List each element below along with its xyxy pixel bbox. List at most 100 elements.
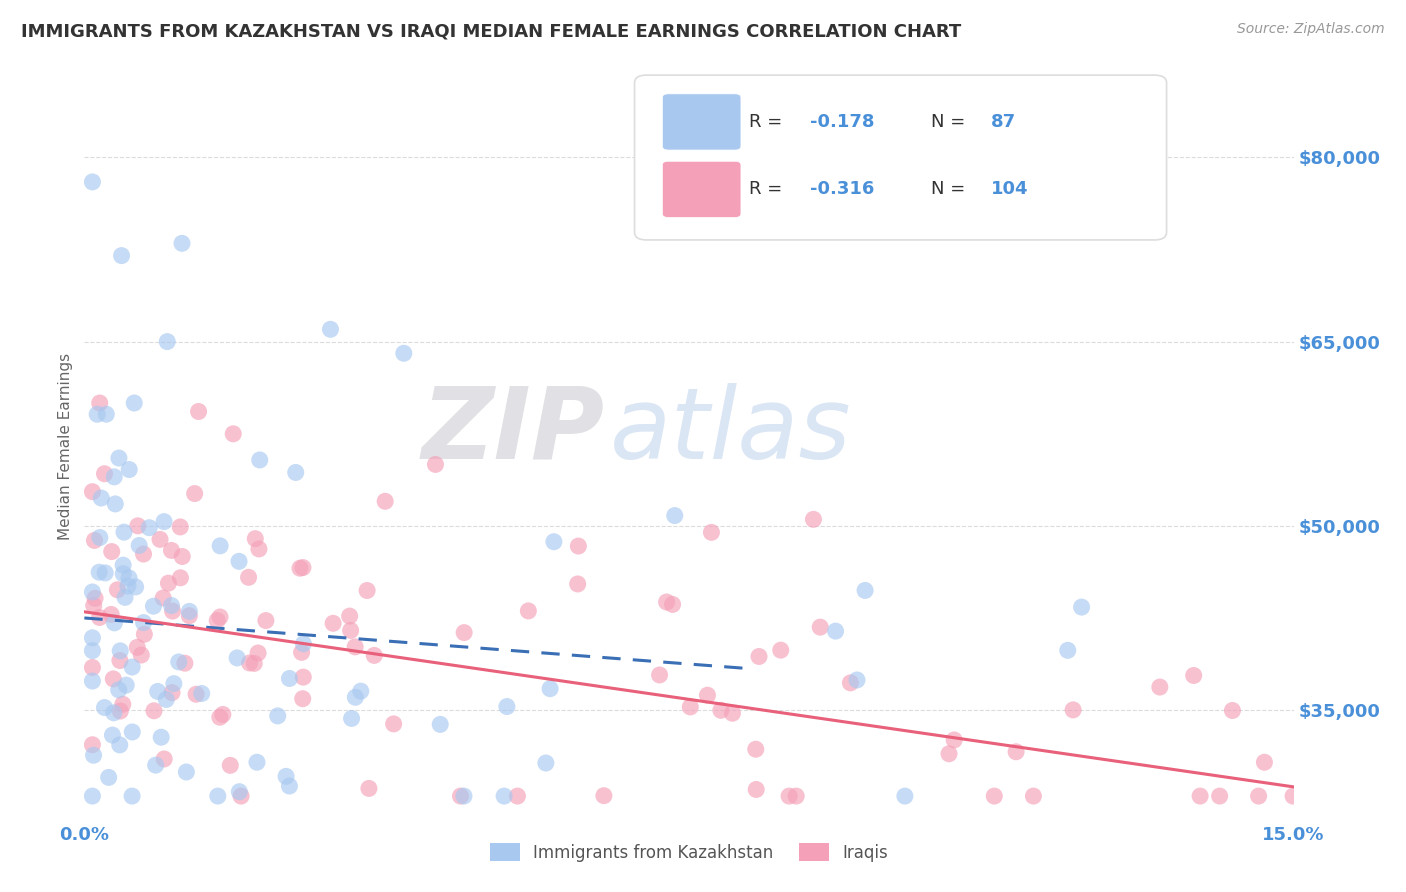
Point xyxy=(769,643,792,657)
Point xyxy=(129,648,152,662)
Point xyxy=(209,539,232,553)
Point xyxy=(205,614,228,628)
Point xyxy=(101,728,124,742)
Point xyxy=(494,789,516,803)
Point xyxy=(543,534,565,549)
Point xyxy=(82,585,104,599)
Point xyxy=(122,396,145,410)
Point xyxy=(1208,789,1230,803)
Point xyxy=(83,599,105,613)
Point xyxy=(121,725,143,739)
Point xyxy=(593,789,616,803)
Point xyxy=(160,599,183,613)
Point xyxy=(117,579,139,593)
Point xyxy=(82,738,104,752)
Point xyxy=(179,604,201,618)
Point xyxy=(1253,756,1275,770)
Point xyxy=(169,571,191,585)
Point xyxy=(93,467,115,481)
Point xyxy=(103,672,125,686)
Point xyxy=(124,580,146,594)
Point xyxy=(534,756,557,770)
Text: -0.178: -0.178 xyxy=(810,112,875,130)
Point xyxy=(183,486,205,500)
Point xyxy=(121,789,143,803)
Point xyxy=(700,525,723,540)
Point xyxy=(267,709,290,723)
Point xyxy=(118,462,141,476)
Point xyxy=(1282,789,1305,803)
Point xyxy=(291,560,314,574)
Point xyxy=(655,595,678,609)
Point xyxy=(153,515,176,529)
Point xyxy=(115,678,138,692)
Point xyxy=(319,322,342,336)
Point xyxy=(228,554,250,568)
Point xyxy=(219,758,242,772)
Point xyxy=(145,758,167,772)
Point xyxy=(357,781,380,796)
Point xyxy=(429,717,451,731)
Point xyxy=(254,614,277,628)
Point xyxy=(363,648,385,663)
Point xyxy=(710,703,733,717)
Point xyxy=(291,691,314,706)
Point xyxy=(339,609,361,624)
Point xyxy=(288,561,311,575)
Text: N =: N = xyxy=(931,112,970,130)
Point xyxy=(247,646,270,660)
Point xyxy=(163,676,186,690)
Point xyxy=(785,789,807,803)
Point xyxy=(90,491,112,505)
Point xyxy=(339,624,361,638)
Point xyxy=(83,533,105,548)
Point xyxy=(127,519,149,533)
Point xyxy=(853,583,876,598)
Text: atlas: atlas xyxy=(610,383,852,480)
Point xyxy=(100,544,122,558)
Point xyxy=(132,547,155,561)
Point xyxy=(112,566,135,581)
Point xyxy=(150,730,173,744)
Point xyxy=(108,738,131,752)
Point xyxy=(108,644,131,658)
Point xyxy=(107,582,129,597)
Point xyxy=(207,789,229,803)
Point xyxy=(392,346,415,360)
Point xyxy=(156,334,179,349)
Point xyxy=(89,610,111,624)
Point xyxy=(239,656,262,670)
Point xyxy=(157,576,180,591)
Y-axis label: Median Female Earnings: Median Female Earnings xyxy=(58,352,73,540)
Point xyxy=(155,692,177,706)
Point xyxy=(382,717,405,731)
Point xyxy=(538,681,561,696)
Point xyxy=(160,685,183,699)
Point xyxy=(167,655,190,669)
Point xyxy=(238,570,260,584)
Point xyxy=(208,710,231,724)
Point xyxy=(748,649,770,664)
Point xyxy=(128,539,150,553)
Point xyxy=(107,682,129,697)
Text: R =: R = xyxy=(749,180,789,198)
Point xyxy=(1005,745,1028,759)
Point xyxy=(1022,789,1045,803)
Point xyxy=(121,660,143,674)
Point xyxy=(1056,643,1078,657)
Point xyxy=(938,747,960,761)
Point xyxy=(110,704,132,718)
Point xyxy=(1149,680,1171,694)
Point xyxy=(93,700,115,714)
Point xyxy=(108,653,131,667)
Point xyxy=(745,782,768,797)
Point xyxy=(506,789,529,803)
Point xyxy=(249,453,271,467)
Text: -0.316: -0.316 xyxy=(810,180,875,198)
Point xyxy=(103,615,125,630)
Point xyxy=(247,541,270,556)
Point xyxy=(146,684,169,698)
Point xyxy=(226,651,249,665)
Point xyxy=(567,539,589,553)
Point xyxy=(1070,600,1092,615)
